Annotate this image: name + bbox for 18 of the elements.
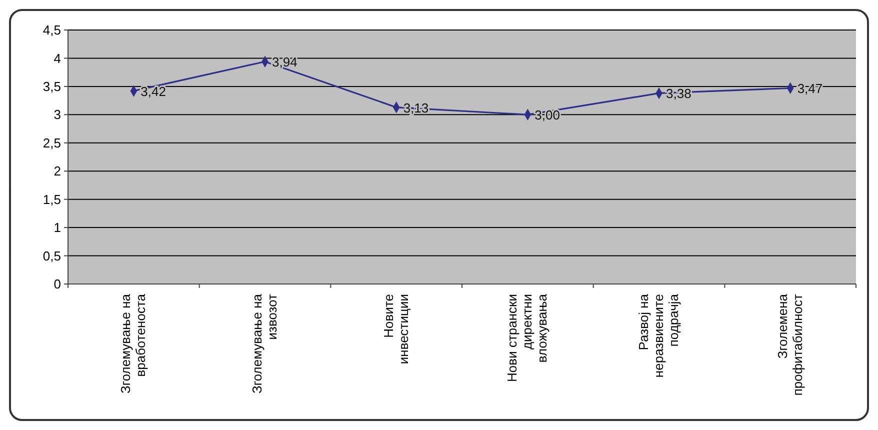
y-tick-label: 2 [54, 164, 61, 179]
y-tick-label: 3 [54, 107, 61, 122]
x-tick-label: Зголемена профитабилност [774, 293, 805, 396]
y-tick-label: 1,5 [42, 192, 61, 207]
data-label: 3,94 [272, 54, 298, 70]
y-tick-label: 0,5 [42, 248, 61, 264]
y-tick-label: 1 [54, 220, 61, 236]
x-tick-label: Развој на неразвиените подрачја [636, 293, 681, 378]
y-tick-label: 4 [54, 50, 61, 66]
y-tick-label: 0 [54, 276, 61, 292]
x-tick-label: Зголемување на извозот [250, 293, 280, 394]
y-tick-label: 3,5 [42, 78, 61, 94]
x-tick-label: Зголемување на вработеноста [118, 293, 148, 394]
x-tick-label: Нови странски директни вложувања [504, 293, 550, 382]
data-label: 3,42 [140, 84, 166, 99]
y-tick-label: 2,5 [42, 135, 61, 150]
y-tick-label: 4,5 [42, 22, 61, 38]
x-tick-label: Новите инвестиции [380, 294, 411, 364]
